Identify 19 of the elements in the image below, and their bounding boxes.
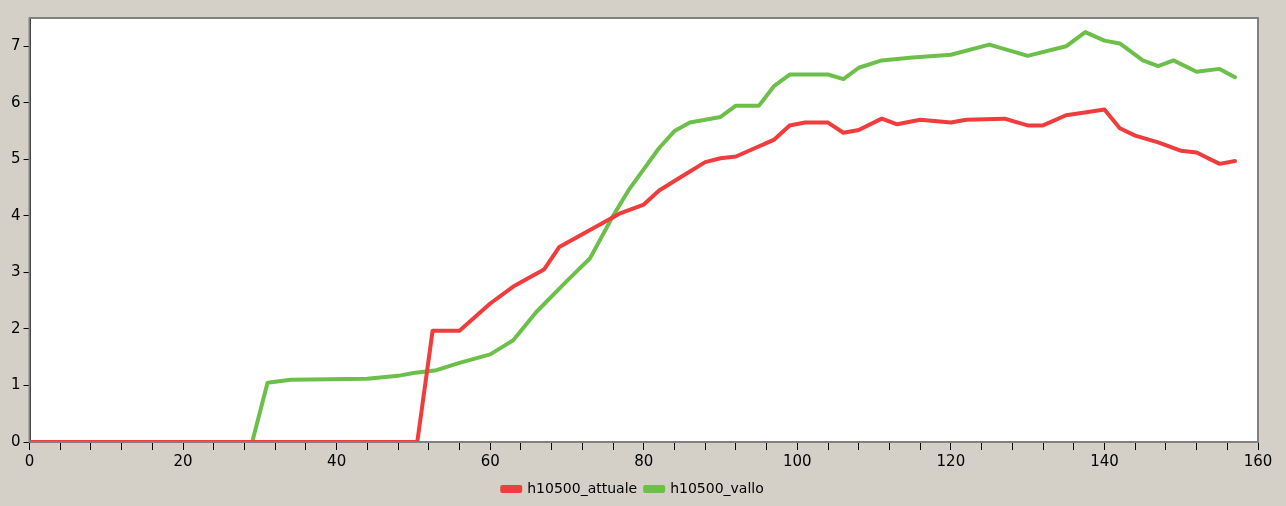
x-tick-label: 40 — [327, 451, 347, 470]
x-tick-label: 0 — [24, 451, 35, 470]
x-tick-label: 20 — [173, 451, 193, 470]
legend-label: h10500_attuale — [527, 479, 638, 496]
y-tick-label: 4 — [11, 205, 21, 224]
y-tick-label: 7 — [11, 36, 21, 55]
y-tick-label: 3 — [11, 262, 21, 281]
y-tick-label: 6 — [11, 92, 21, 111]
x-tick-label: 100 — [783, 451, 812, 470]
legend-label: h10500_vallo — [670, 479, 764, 496]
x-tick-label: 80 — [634, 451, 654, 470]
y-tick-label: 1 — [11, 375, 21, 394]
x-tick-label: 60 — [480, 451, 500, 470]
x-tick-label: 120 — [936, 451, 966, 470]
y-tick-label: 0 — [11, 431, 21, 450]
x-tick-label: 140 — [1090, 451, 1119, 470]
x-tick-label: 160 — [1243, 451, 1273, 470]
y-tick-label: 5 — [11, 149, 21, 168]
y-tick-label: 2 — [11, 318, 21, 337]
